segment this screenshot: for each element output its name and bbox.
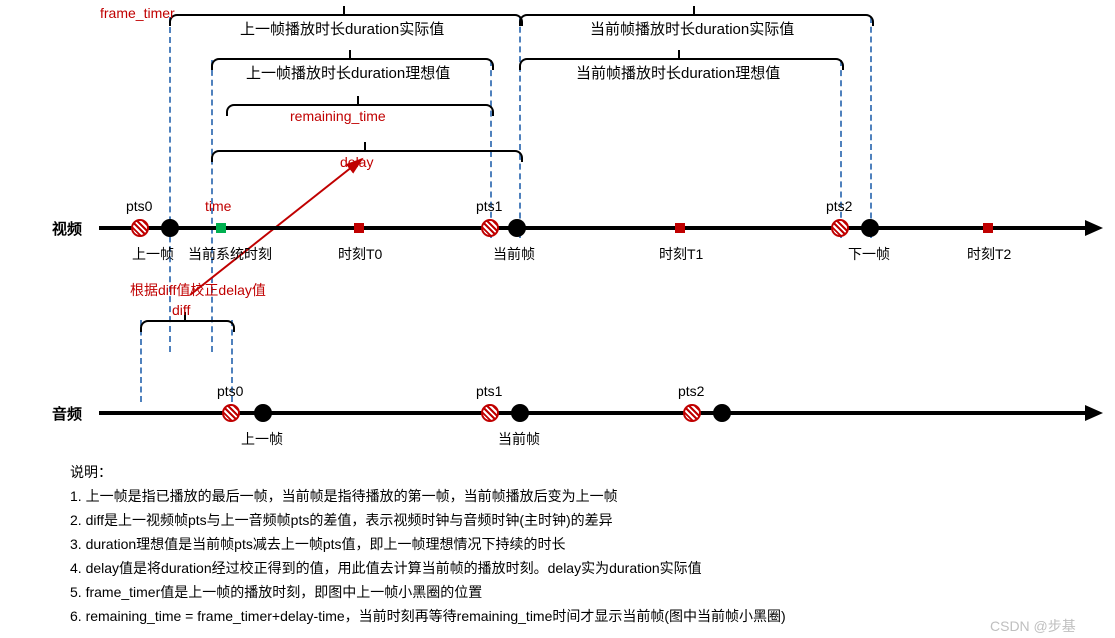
- audio-pts1: [481, 404, 499, 422]
- video-pts0: [131, 219, 149, 237]
- video-pts1-top: pts1: [476, 198, 502, 214]
- audio-pts1-top: pts1: [476, 383, 502, 399]
- video-next-bottom: 下一帧: [848, 244, 890, 264]
- video-prev-dot: [161, 219, 179, 237]
- label-delay: delay: [340, 154, 373, 170]
- audio-a2-dot: [713, 404, 731, 422]
- audio-pts0-bottom: 上一帧: [241, 429, 283, 449]
- note-3: 3. duration理想值是当前帧pts减去上一帧pts值，即上一帧理想情况下…: [70, 534, 566, 554]
- video-next-dot: [861, 219, 879, 237]
- video-axis-label: 视频: [52, 218, 82, 239]
- label-remaining: remaining_time: [290, 108, 386, 124]
- watermark: CSDN @步基: [990, 616, 1076, 636]
- video-t2-sq: [983, 223, 993, 233]
- video-axis: [99, 226, 1085, 230]
- audio-pts2: [683, 404, 701, 422]
- video-t1-bottom: 时刻T1: [659, 244, 703, 264]
- label-cur-actual: 当前帧播放时长duration实际值: [590, 18, 794, 39]
- video-arrow-icon: [1085, 220, 1103, 236]
- label-prev-ideal: 上一帧播放时长duration理想值: [246, 62, 450, 83]
- dash-frame-timer: [169, 17, 171, 352]
- audio-arrow-icon: [1085, 405, 1103, 421]
- video-pts0-top: pts0: [126, 198, 152, 214]
- video-cur-dot: [508, 219, 526, 237]
- note-6: 6. remaining_time = frame_timer+delay-ti…: [70, 606, 786, 626]
- audio-pts1-bottom: 当前帧: [498, 429, 540, 449]
- video-time-top: time: [205, 198, 231, 214]
- note-2: 2. diff是上一视频帧pts与上一音频帧pts的差值，表示视频时钟与音频时钟…: [70, 510, 613, 530]
- audio-a0-dot: [254, 404, 272, 422]
- label-frame-timer: frame_timer: [100, 5, 175, 21]
- label-prev-actual: 上一帧播放时长duration实际值: [240, 18, 444, 39]
- video-pts0-bottom: 上一帧: [132, 244, 174, 264]
- video-t2-bottom: 时刻T2: [967, 244, 1011, 264]
- dash-next-black: [870, 17, 872, 238]
- video-t1-sq: [675, 223, 685, 233]
- brace-diff: [140, 320, 231, 332]
- video-pts1: [481, 219, 499, 237]
- video-pts2-top: pts2: [826, 198, 852, 214]
- note-5: 5. frame_timer值是上一帧的播放时刻，即图中上一帧小黑圈的位置: [70, 582, 482, 602]
- note-1: 1. 上一帧是指已播放的最后一帧，当前帧是指待播放的第一帧，当前帧播放后变为上一…: [70, 486, 618, 506]
- video-time-bottom: 当前系统时刻: [188, 244, 272, 264]
- audio-a1-dot: [511, 404, 529, 422]
- dash-cur-black: [519, 17, 521, 238]
- audio-pts0: [222, 404, 240, 422]
- video-t0-bottom: 时刻T0: [338, 244, 382, 264]
- label-correction: 根据diff值校正delay值: [130, 280, 266, 300]
- dash-diff-left: [140, 320, 142, 402]
- audio-axis: [99, 411, 1085, 415]
- video-time-sq: [216, 223, 226, 233]
- video-pts2: [831, 219, 849, 237]
- audio-pts2-top: pts2: [678, 383, 704, 399]
- label-cur-ideal: 当前帧播放时长duration理想值: [576, 62, 780, 83]
- video-t0-sq: [354, 223, 364, 233]
- video-pts1-bottom: 当前帧: [493, 244, 535, 264]
- notes-heading: 说明：: [70, 462, 112, 482]
- label-diff: diff: [172, 302, 190, 318]
- audio-pts0-top: pts0: [217, 383, 243, 399]
- note-4: 4. delay值是将duration经过校正得到的值，用此值去计算当前帧的播放…: [70, 558, 702, 578]
- audio-axis-label: 音频: [52, 403, 82, 424]
